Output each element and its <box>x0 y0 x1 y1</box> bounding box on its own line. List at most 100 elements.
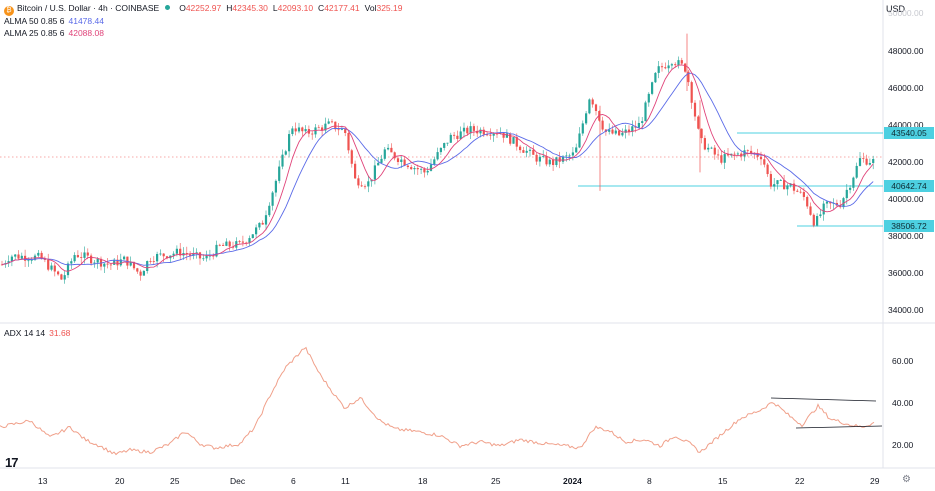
candle-body <box>215 244 218 257</box>
candle-body <box>86 252 89 256</box>
candle-body <box>119 259 122 266</box>
time-label: Dec <box>230 476 246 486</box>
candle-body <box>825 201 829 204</box>
candle-body <box>538 156 541 162</box>
symbol-legend[interactable]: ₿ Bitcoin / U.S. Dollar · 4h · COINBASE O4… <box>4 2 402 16</box>
candle-body <box>281 154 284 167</box>
candle-body <box>396 158 400 162</box>
candle-body <box>198 252 202 259</box>
ghost-price-label: 50000.00 <box>888 8 924 18</box>
adx-upper-trendline[interactable] <box>770 397 877 402</box>
price-tag-low[interactable]: 38506.72 <box>884 220 934 232</box>
candle-body <box>773 184 776 187</box>
candle-body <box>387 147 390 150</box>
candle-body <box>578 133 581 148</box>
candle-body <box>852 177 855 188</box>
price-tag-resistance[interactable]: 43540.05 <box>884 127 934 139</box>
candle-body <box>703 138 706 150</box>
candle-body <box>594 104 598 111</box>
candle-body <box>545 155 548 165</box>
candle-body <box>624 129 627 133</box>
candle-body <box>717 154 720 156</box>
candle-body <box>614 130 617 134</box>
adx-legend[interactable]: ADX 14 14 31.68 <box>4 327 70 339</box>
candle-body <box>324 123 327 131</box>
candle-body <box>73 255 76 262</box>
settings-gear-icon[interactable]: ⚙ <box>902 474 911 485</box>
price-tick: 42000.00 <box>888 157 924 167</box>
candle-body <box>522 150 525 153</box>
candle-body <box>799 191 802 193</box>
price-tick: 38000.00 <box>888 231 924 241</box>
candle-body <box>492 133 495 136</box>
adx-lower-trendline[interactable] <box>795 425 883 429</box>
candle-body <box>621 132 624 136</box>
candle-body <box>519 146 522 151</box>
indicator-value: 41478.44 <box>68 16 104 26</box>
candle-body <box>106 263 109 265</box>
candle-body <box>829 201 832 204</box>
candle-body <box>159 253 162 255</box>
candle-body <box>426 170 429 173</box>
adx-axis[interactable]: 60.00 40.00 20.00 <box>892 356 914 450</box>
candle-body <box>611 129 614 134</box>
alma-50-legend[interactable]: ALMA 50 0.85 6 41478.44 <box>4 15 104 27</box>
candle-body <box>598 110 601 121</box>
candle-body <box>472 126 475 131</box>
candle-body <box>288 134 291 152</box>
candle-body <box>14 254 17 257</box>
candle-body <box>420 168 423 170</box>
candle-body <box>720 155 723 163</box>
candle-body <box>264 215 268 225</box>
candle-body <box>756 153 759 157</box>
symbol-title: Bitcoin / U.S. Dollar · 4h · COINBASE <box>17 3 160 13</box>
candle-body <box>50 265 53 270</box>
candle-body <box>802 192 805 197</box>
ohlc-key: C <box>318 3 325 13</box>
candle-body <box>165 256 169 259</box>
candle-body <box>76 255 79 258</box>
indicator-name: ADX 14 14 <box>4 328 46 338</box>
tradingview-logo[interactable]: 17 <box>5 455 19 470</box>
candle-body <box>677 60 680 66</box>
candle-body <box>30 259 33 261</box>
candle-body <box>759 156 763 160</box>
candle-body <box>156 253 159 262</box>
candle-body <box>558 157 561 162</box>
time-label: 22 <box>795 476 805 486</box>
candle-body <box>453 134 456 136</box>
candle-body <box>271 192 274 206</box>
candle-body <box>489 134 492 136</box>
market-status-icon <box>165 5 171 10</box>
alma-25-legend[interactable]: ALMA 25 0.85 6 42088.08 <box>4 27 104 39</box>
candle-body <box>238 241 241 242</box>
candle-body <box>57 271 60 275</box>
candle-body <box>647 93 650 103</box>
candle-body <box>175 248 178 254</box>
ohlc-key: H <box>226 3 233 13</box>
candle-body <box>555 157 558 166</box>
candle-body <box>367 181 370 187</box>
candle-body <box>525 150 528 153</box>
candle-body <box>697 116 700 129</box>
candle-body <box>278 166 281 181</box>
candle-body <box>225 241 228 246</box>
ohlc-key: O <box>179 3 186 13</box>
price-axis[interactable]: 48000.00 46000.00 44000.00 42000.00 4000… <box>888 46 924 315</box>
candle-body <box>571 152 574 156</box>
time-label: 18 <box>418 476 428 486</box>
price-tag-support[interactable]: 40642.74 <box>884 180 934 192</box>
candle-body <box>373 165 376 180</box>
candle-body <box>809 206 812 215</box>
candle-body <box>103 263 106 267</box>
candle-body <box>862 158 865 159</box>
candle-body <box>258 222 261 228</box>
candle-body <box>664 67 667 69</box>
currency-selector[interactable]: USD <box>886 4 906 14</box>
candle-body <box>769 174 772 187</box>
time-axis[interactable]: 13 20 25 Dec 6 11 18 25 2024 8 15 22 29 <box>38 476 880 486</box>
candle-body <box>842 198 845 208</box>
candle-body <box>542 155 545 157</box>
candle-body <box>670 64 673 66</box>
